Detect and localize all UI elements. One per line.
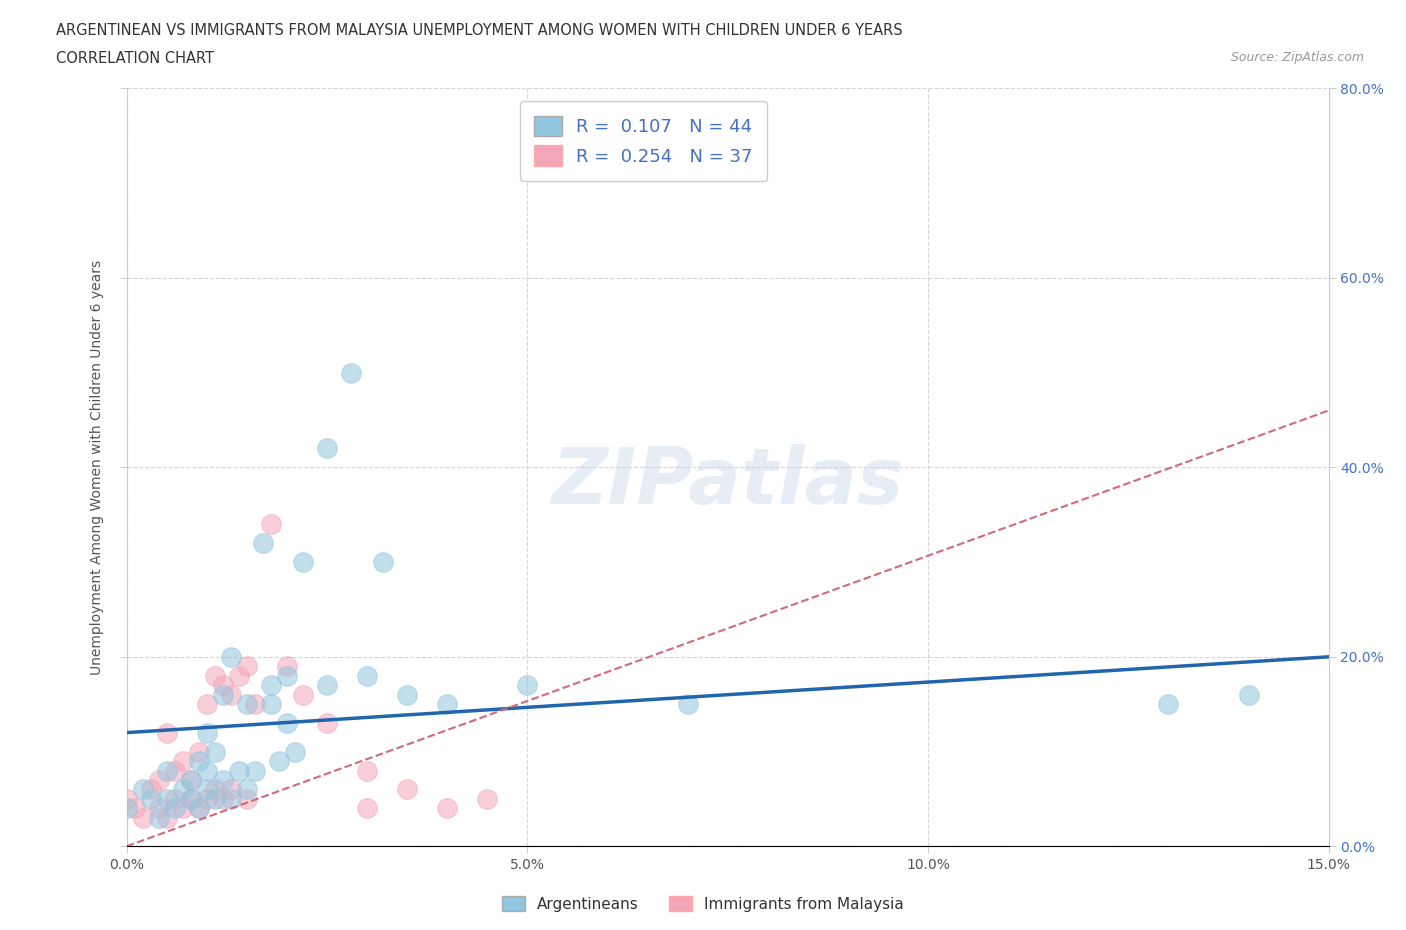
Point [195,782,218,797]
Point [124,801,146,816]
Point [148,773,170,788]
Point [291,554,314,569]
Point [195,697,218,711]
Point [1157,697,1180,711]
Point [163,791,186,806]
Point [260,697,283,711]
Legend: R =  0.107   N = 44, R =  0.254   N = 37: R = 0.107 N = 44, R = 0.254 N = 37 [520,101,766,180]
Point [356,763,378,777]
Point [396,687,419,702]
Point [131,810,153,825]
Point [180,773,202,788]
Point [139,791,162,806]
Text: CORRELATION CHART: CORRELATION CHART [56,51,214,66]
Point [315,441,337,456]
Point [187,753,209,768]
Point [195,763,218,777]
Point [676,697,699,711]
Point [371,554,394,569]
Point [260,517,283,532]
Point [139,782,162,797]
Point [163,801,186,816]
Point [115,801,138,816]
Point [211,791,233,806]
Point [260,678,283,693]
Point [276,658,298,673]
Point [172,753,194,768]
Point [172,782,194,797]
Point [396,782,419,797]
Point [235,782,259,797]
Point [228,669,250,684]
Point [356,669,378,684]
Point [315,678,337,693]
Legend: Argentineans, Immigrants from Malaysia: Argentineans, Immigrants from Malaysia [496,889,910,918]
Point [315,716,337,731]
Point [436,697,458,711]
Point [204,669,226,684]
Point [155,725,177,740]
Point [148,801,170,816]
Point [243,697,266,711]
Point [284,744,307,759]
Point [219,791,242,806]
Point [180,791,202,806]
Point [155,763,177,777]
Point [219,782,242,797]
Point [235,791,259,806]
Point [243,763,266,777]
Point [211,678,233,693]
Point [187,744,209,759]
Point [1237,687,1260,702]
Text: ZIPatlas: ZIPatlas [551,445,904,521]
Point [187,801,209,816]
Y-axis label: Unemployment Among Women with Children Under 6 years: Unemployment Among Women with Children U… [90,259,104,675]
Point [211,687,233,702]
Point [267,753,290,768]
Point [115,791,138,806]
Point [235,697,259,711]
Point [180,773,202,788]
Point [187,801,209,816]
Text: ARGENTINEAN VS IMMIGRANTS FROM MALAYSIA UNEMPLOYMENT AMONG WOMEN WITH CHILDREN U: ARGENTINEAN VS IMMIGRANTS FROM MALAYSIA … [56,23,903,38]
Point [195,791,218,806]
Point [340,365,363,380]
Point [252,536,274,551]
Point [155,810,177,825]
Point [204,744,226,759]
Point [219,687,242,702]
Point [180,791,202,806]
Text: Source: ZipAtlas.com: Source: ZipAtlas.com [1230,51,1364,64]
Point [235,658,259,673]
Point [356,801,378,816]
Point [148,810,170,825]
Point [228,763,250,777]
Point [276,669,298,684]
Point [131,782,153,797]
Point [204,782,226,797]
Point [155,791,177,806]
Point [291,687,314,702]
Point [204,791,226,806]
Point [211,773,233,788]
Point [276,716,298,731]
Point [172,801,194,816]
Point [516,678,538,693]
Point [219,649,242,664]
Point [436,801,458,816]
Point [475,791,498,806]
Point [195,725,218,740]
Point [163,763,186,777]
